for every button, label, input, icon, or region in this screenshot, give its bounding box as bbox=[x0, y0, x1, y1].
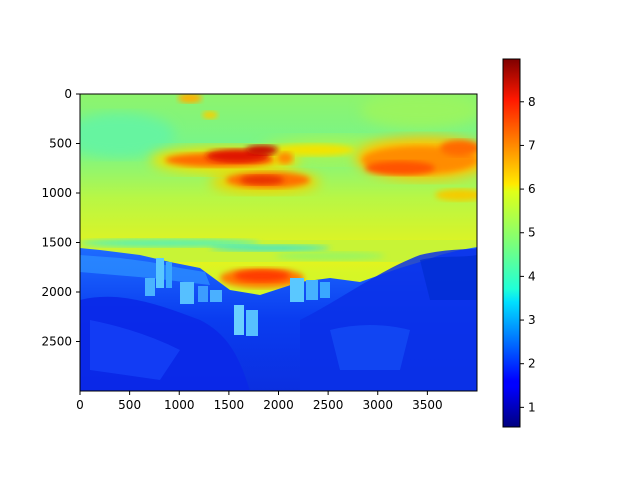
colorbar-tick-label: 1 bbox=[528, 400, 536, 414]
colorbar-tick-label: 5 bbox=[528, 226, 536, 240]
x-axis-ticks: 0 500 1000 1500 2000 2500 3000 3500 bbox=[76, 391, 443, 412]
x-tick-label: 3000 bbox=[362, 398, 393, 412]
y-tick-label: 500 bbox=[49, 137, 72, 151]
heatmap-image bbox=[80, 94, 477, 391]
y-tick-label: 2500 bbox=[41, 335, 72, 349]
y-axis-ticks: 0 500 1000 1500 2000 2500 bbox=[41, 87, 80, 349]
colorbar-tick-label: 3 bbox=[528, 313, 536, 327]
colorbar-ticks: 1 2 3 4 5 6 7 8 bbox=[520, 95, 536, 414]
y-tick-label: 0 bbox=[64, 87, 72, 101]
x-tick-label: 3500 bbox=[412, 398, 443, 412]
x-tick-label: 1000 bbox=[164, 398, 195, 412]
x-tick-label: 2000 bbox=[263, 398, 294, 412]
colorbar bbox=[502, 58, 521, 428]
colorbar-tick-label: 4 bbox=[528, 269, 536, 283]
colorbar-tick-label: 7 bbox=[528, 138, 536, 152]
y-tick-label: 1500 bbox=[41, 236, 72, 250]
colorbar-tick-label: 8 bbox=[528, 95, 536, 109]
y-tick-label: 2000 bbox=[41, 285, 72, 299]
x-tick-label: 1500 bbox=[214, 398, 245, 412]
x-tick-label: 500 bbox=[118, 398, 141, 412]
y-tick-label: 1000 bbox=[41, 186, 72, 200]
colorbar-tick-label: 6 bbox=[528, 182, 536, 196]
x-tick-label: 0 bbox=[76, 398, 84, 412]
x-tick-label: 2500 bbox=[313, 398, 344, 412]
colorbar-tick-label: 2 bbox=[528, 357, 536, 371]
